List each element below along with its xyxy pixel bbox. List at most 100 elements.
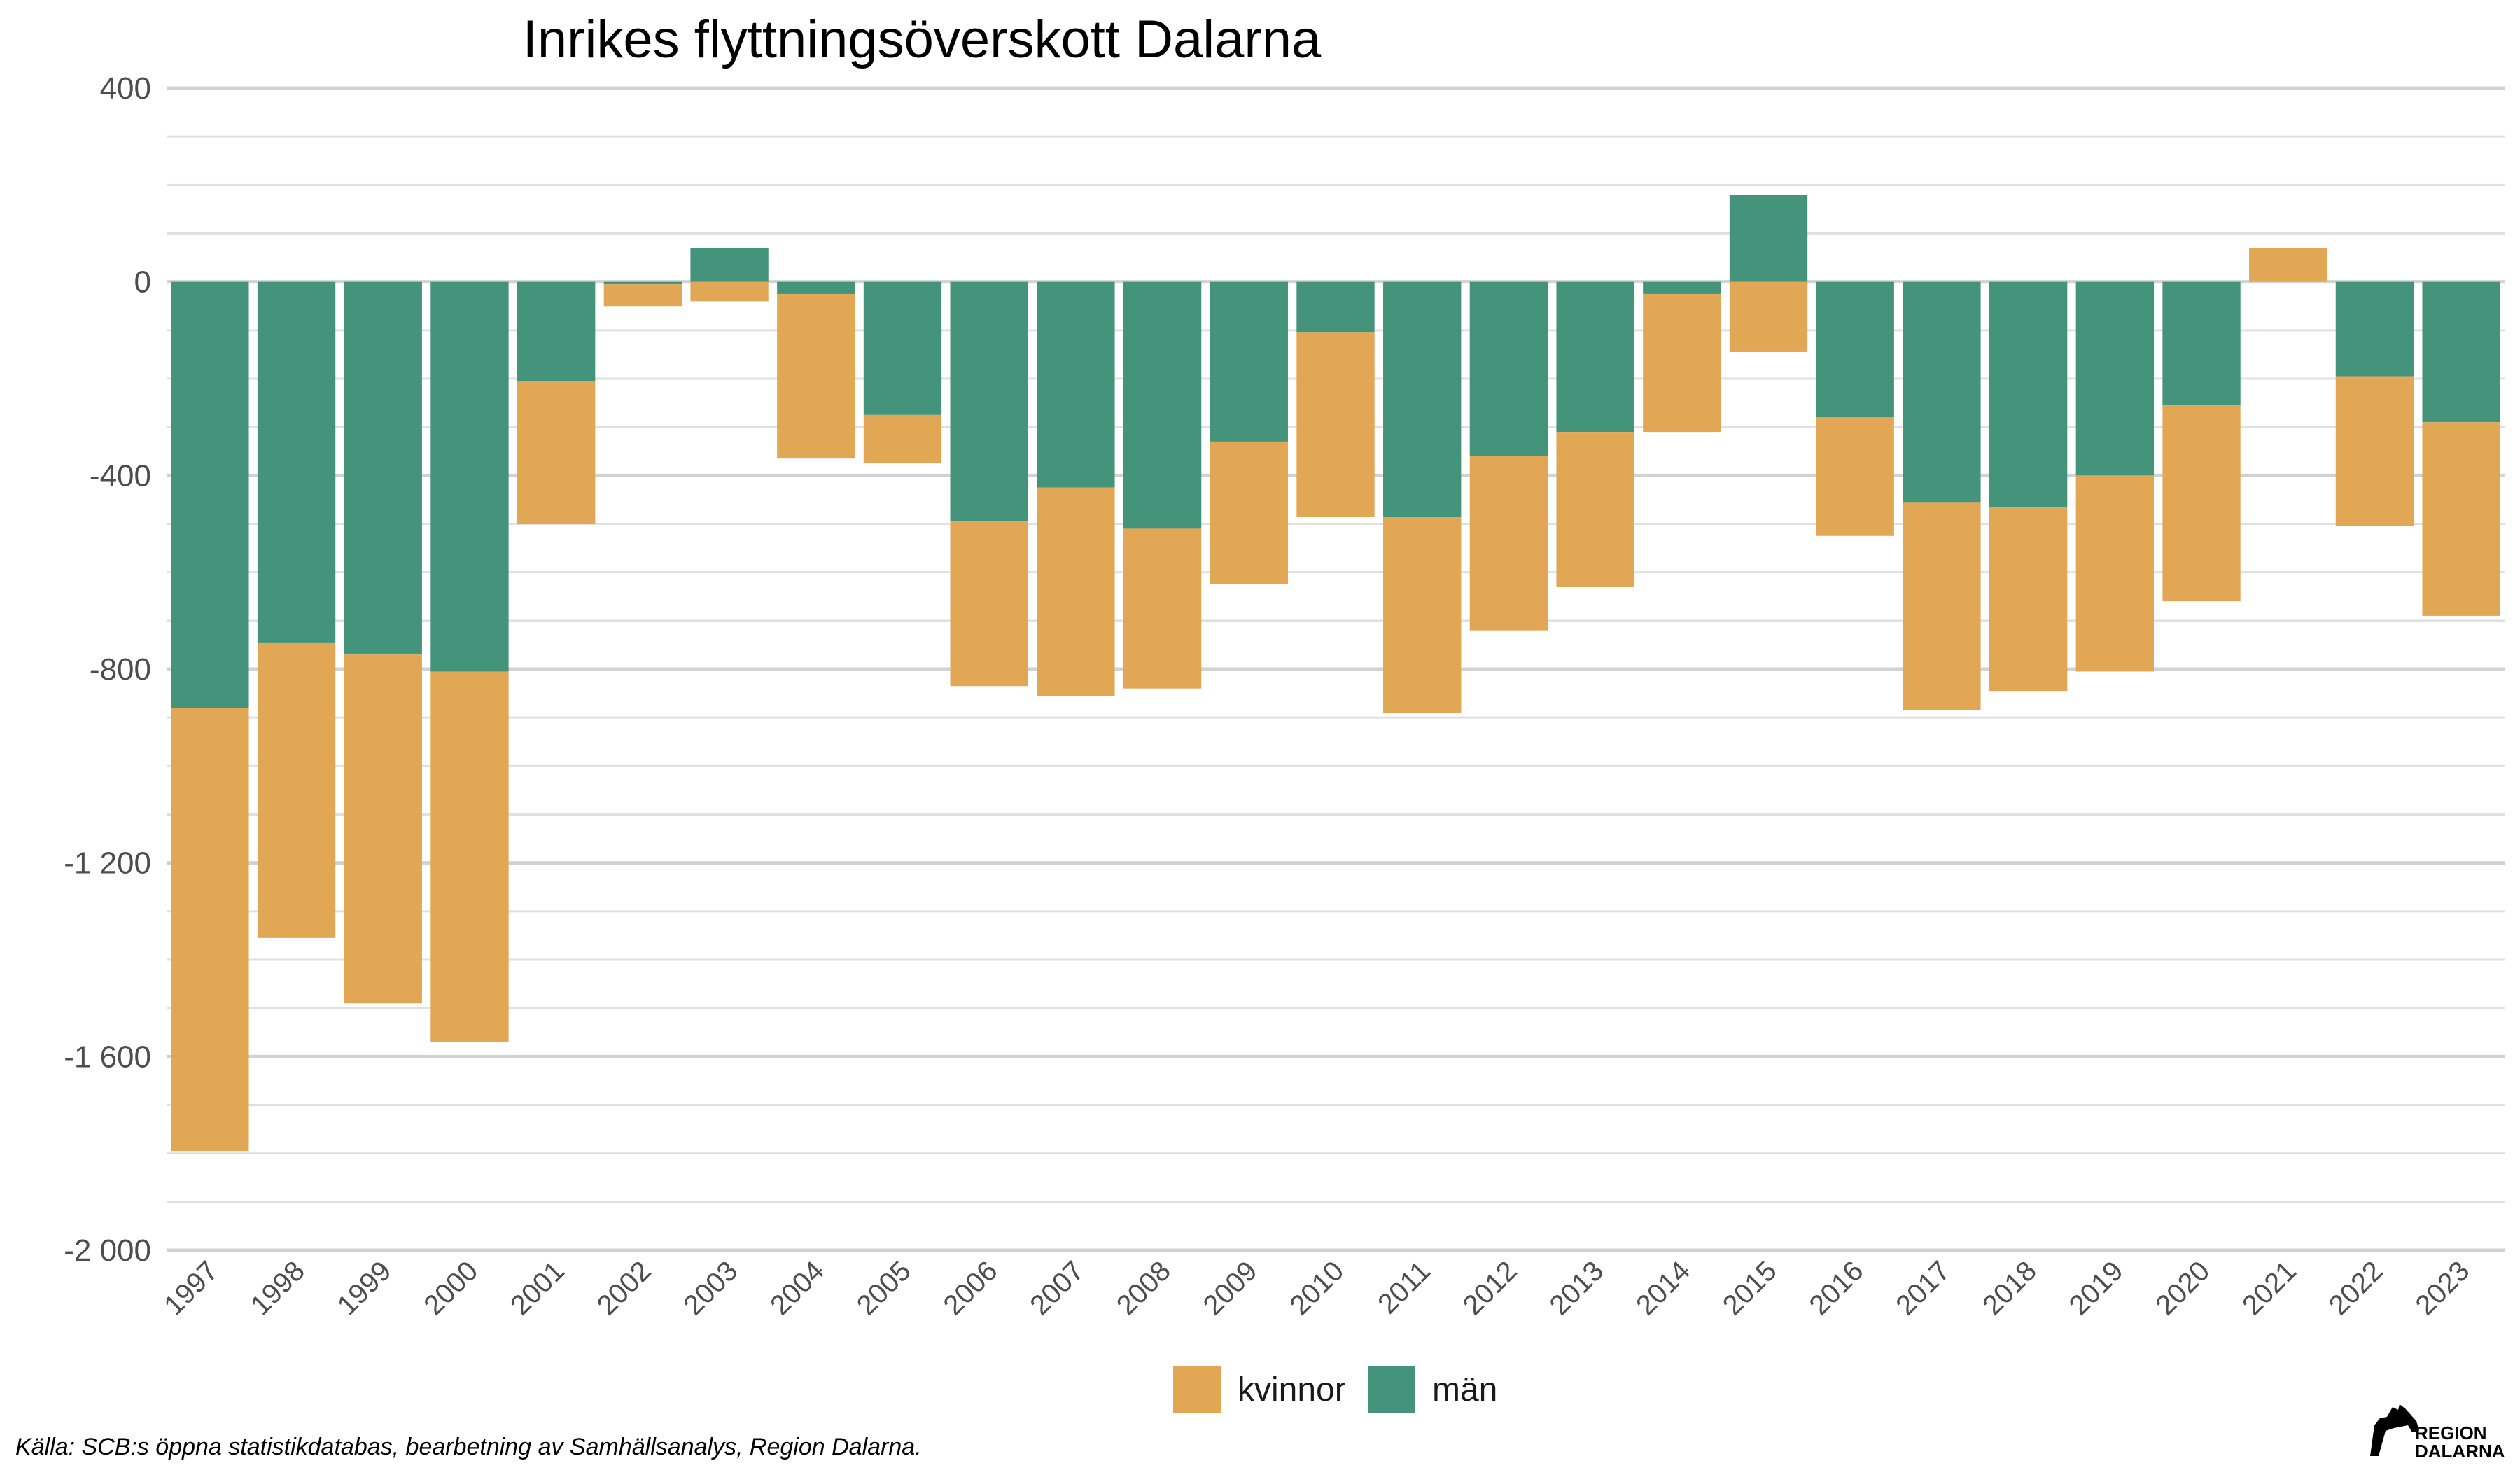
bar-män-2019	[2076, 281, 2154, 476]
x-tick-label: 2015	[1717, 1255, 1783, 1321]
bar-män-2012	[1469, 281, 1548, 456]
bar-kvinnor-2006	[950, 522, 1028, 687]
x-tick-label: 2017	[1890, 1255, 1956, 1321]
x-tick-label: 2006	[938, 1255, 1004, 1321]
bar-män-2022	[2335, 281, 2414, 377]
bar-kvinnor-2004	[777, 293, 855, 459]
x-tick-label: 1999	[332, 1255, 398, 1321]
x-tick-label: 2001	[505, 1255, 570, 1321]
logo-line-2: DALARNA	[2415, 1441, 2505, 1462]
x-tick-label: 2003	[678, 1255, 743, 1321]
x-tick-label: 2022	[2323, 1255, 2389, 1321]
bar-män-2018	[1989, 281, 2068, 507]
bar-kvinnor-2010	[1296, 332, 1375, 517]
x-tick-label: 2009	[1198, 1255, 1264, 1321]
x-tick-label: 2008	[1111, 1255, 1177, 1321]
x-tick-label: 2016	[1804, 1255, 1870, 1321]
x-tick-label: 2020	[2150, 1255, 2216, 1321]
legend-label-kvinnor: kvinnor	[1238, 1371, 1346, 1408]
legend-label-män: män	[1432, 1371, 1497, 1408]
x-tick-label: 2012	[1457, 1255, 1523, 1321]
bar-män-2009	[1210, 281, 1288, 442]
bar-män-2016	[1816, 281, 1894, 418]
bar-kvinnor-1997	[171, 708, 249, 1152]
y-tick-label: -2 000	[64, 1233, 151, 1268]
x-tick-label: 2013	[1544, 1255, 1609, 1321]
bar-kvinnor-2015	[1729, 281, 1808, 352]
bar-kvinnor-2007	[1037, 487, 1115, 696]
dala-horse-icon	[2370, 1404, 2419, 1456]
bar-kvinnor-2016	[1816, 417, 1894, 536]
bar-män-2020	[2162, 281, 2241, 406]
bar-män-2006	[950, 281, 1028, 522]
bar-män-2004	[777, 281, 855, 294]
x-tick-label: 2018	[1977, 1255, 2043, 1321]
bar-kvinnor-2011	[1383, 517, 1462, 713]
x-tick-label: 2023	[2409, 1255, 2475, 1321]
x-tick-label: 2014	[1630, 1255, 1696, 1321]
bar-män-2000	[430, 281, 509, 672]
legend: kvinnor män	[1173, 1366, 1497, 1413]
x-tick-label: 2010	[1284, 1255, 1350, 1321]
source-caption: Källa: SCB:s öppna statistikdatabas, bea…	[15, 1434, 922, 1460]
y-tick-label: -1 200	[64, 846, 151, 881]
bar-kvinnor-2002	[603, 284, 682, 307]
bar-män-2017	[1903, 281, 1981, 503]
x-tick-label: 2011	[1372, 1255, 1436, 1320]
bar-kvinnor-2005	[863, 414, 942, 464]
x-tick-label: 2007	[1024, 1255, 1090, 1321]
legend-swatch-män	[1368, 1366, 1415, 1413]
bar-män-1999	[344, 281, 422, 655]
legend-swatch-kvinnor	[1173, 1366, 1221, 1413]
bar-kvinnor-2013	[1556, 432, 1634, 587]
y-tick-label: -800	[90, 652, 151, 687]
bar-kvinnor-2008	[1123, 528, 1202, 689]
bar-män-2007	[1037, 281, 1115, 488]
bar-kvinnor-2022	[2335, 376, 2414, 526]
bar-män-2001	[517, 281, 596, 382]
bar-kvinnor-2021	[2249, 248, 2328, 282]
bar-kvinnor-2020	[2162, 405, 2241, 602]
bar-män-2023	[2422, 281, 2500, 423]
bar-kvinnor-2012	[1469, 456, 1548, 631]
bar-män-1997	[171, 281, 249, 708]
y-tick-label: -1 600	[64, 1040, 151, 1074]
logo-line-1: REGION	[2415, 1422, 2487, 1443]
y-tick-label: 400	[100, 71, 151, 106]
x-tick-label: 2004	[764, 1255, 830, 1321]
x-axis: 1997 1998 1999 2000 2001 2002 2003 2004 2005 2006…	[158, 1255, 2475, 1321]
y-axis: 400 0 -400 -800 -1 200 -1 600 -2 000	[64, 71, 151, 1268]
bar-kvinnor-2017	[1903, 502, 1981, 710]
chart-title: Inrikes flyttningsöverskott Dalarna	[523, 10, 1322, 69]
x-tick-label: 2021	[2236, 1255, 2302, 1321]
bar-män-2002	[603, 281, 682, 285]
bar-män-2015	[1729, 195, 1808, 282]
bar-kvinnor-2001	[517, 381, 596, 524]
bar-män-2011	[1383, 281, 1462, 517]
region-dalarna-logo: REGION DALARNA	[2370, 1404, 2505, 1462]
bar-kvinnor-2019	[2076, 475, 2154, 672]
bar-kvinnor-1998	[257, 642, 336, 938]
y-tick-label: 0	[134, 265, 151, 300]
x-tick-label: 1998	[245, 1255, 311, 1321]
bar-kvinnor-2014	[1643, 293, 1721, 433]
bar-män-2010	[1296, 281, 1375, 333]
bar-kvinnor-2009	[1210, 441, 1288, 584]
x-tick-label: 2005	[851, 1255, 917, 1321]
x-tick-label: 2019	[2064, 1255, 2129, 1321]
bar-kvinnor-2000	[430, 671, 509, 1042]
bar-kvinnor-2003	[690, 281, 769, 302]
bar-kvinnor-1999	[344, 654, 422, 1004]
bar-män-2013	[1556, 281, 1634, 433]
x-tick-label: 2002	[592, 1255, 657, 1321]
bar-män-2003	[690, 248, 769, 282]
bar-kvinnor-2023	[2422, 422, 2500, 616]
bars	[171, 195, 2500, 1152]
bar-män-2014	[1643, 281, 1721, 294]
bar-kvinnor-2018	[1989, 507, 2068, 692]
bar-män-2005	[863, 281, 942, 415]
bar-män-1998	[257, 281, 336, 643]
x-tick-label: 1997	[158, 1255, 224, 1321]
bar-män-2008	[1123, 281, 1202, 529]
